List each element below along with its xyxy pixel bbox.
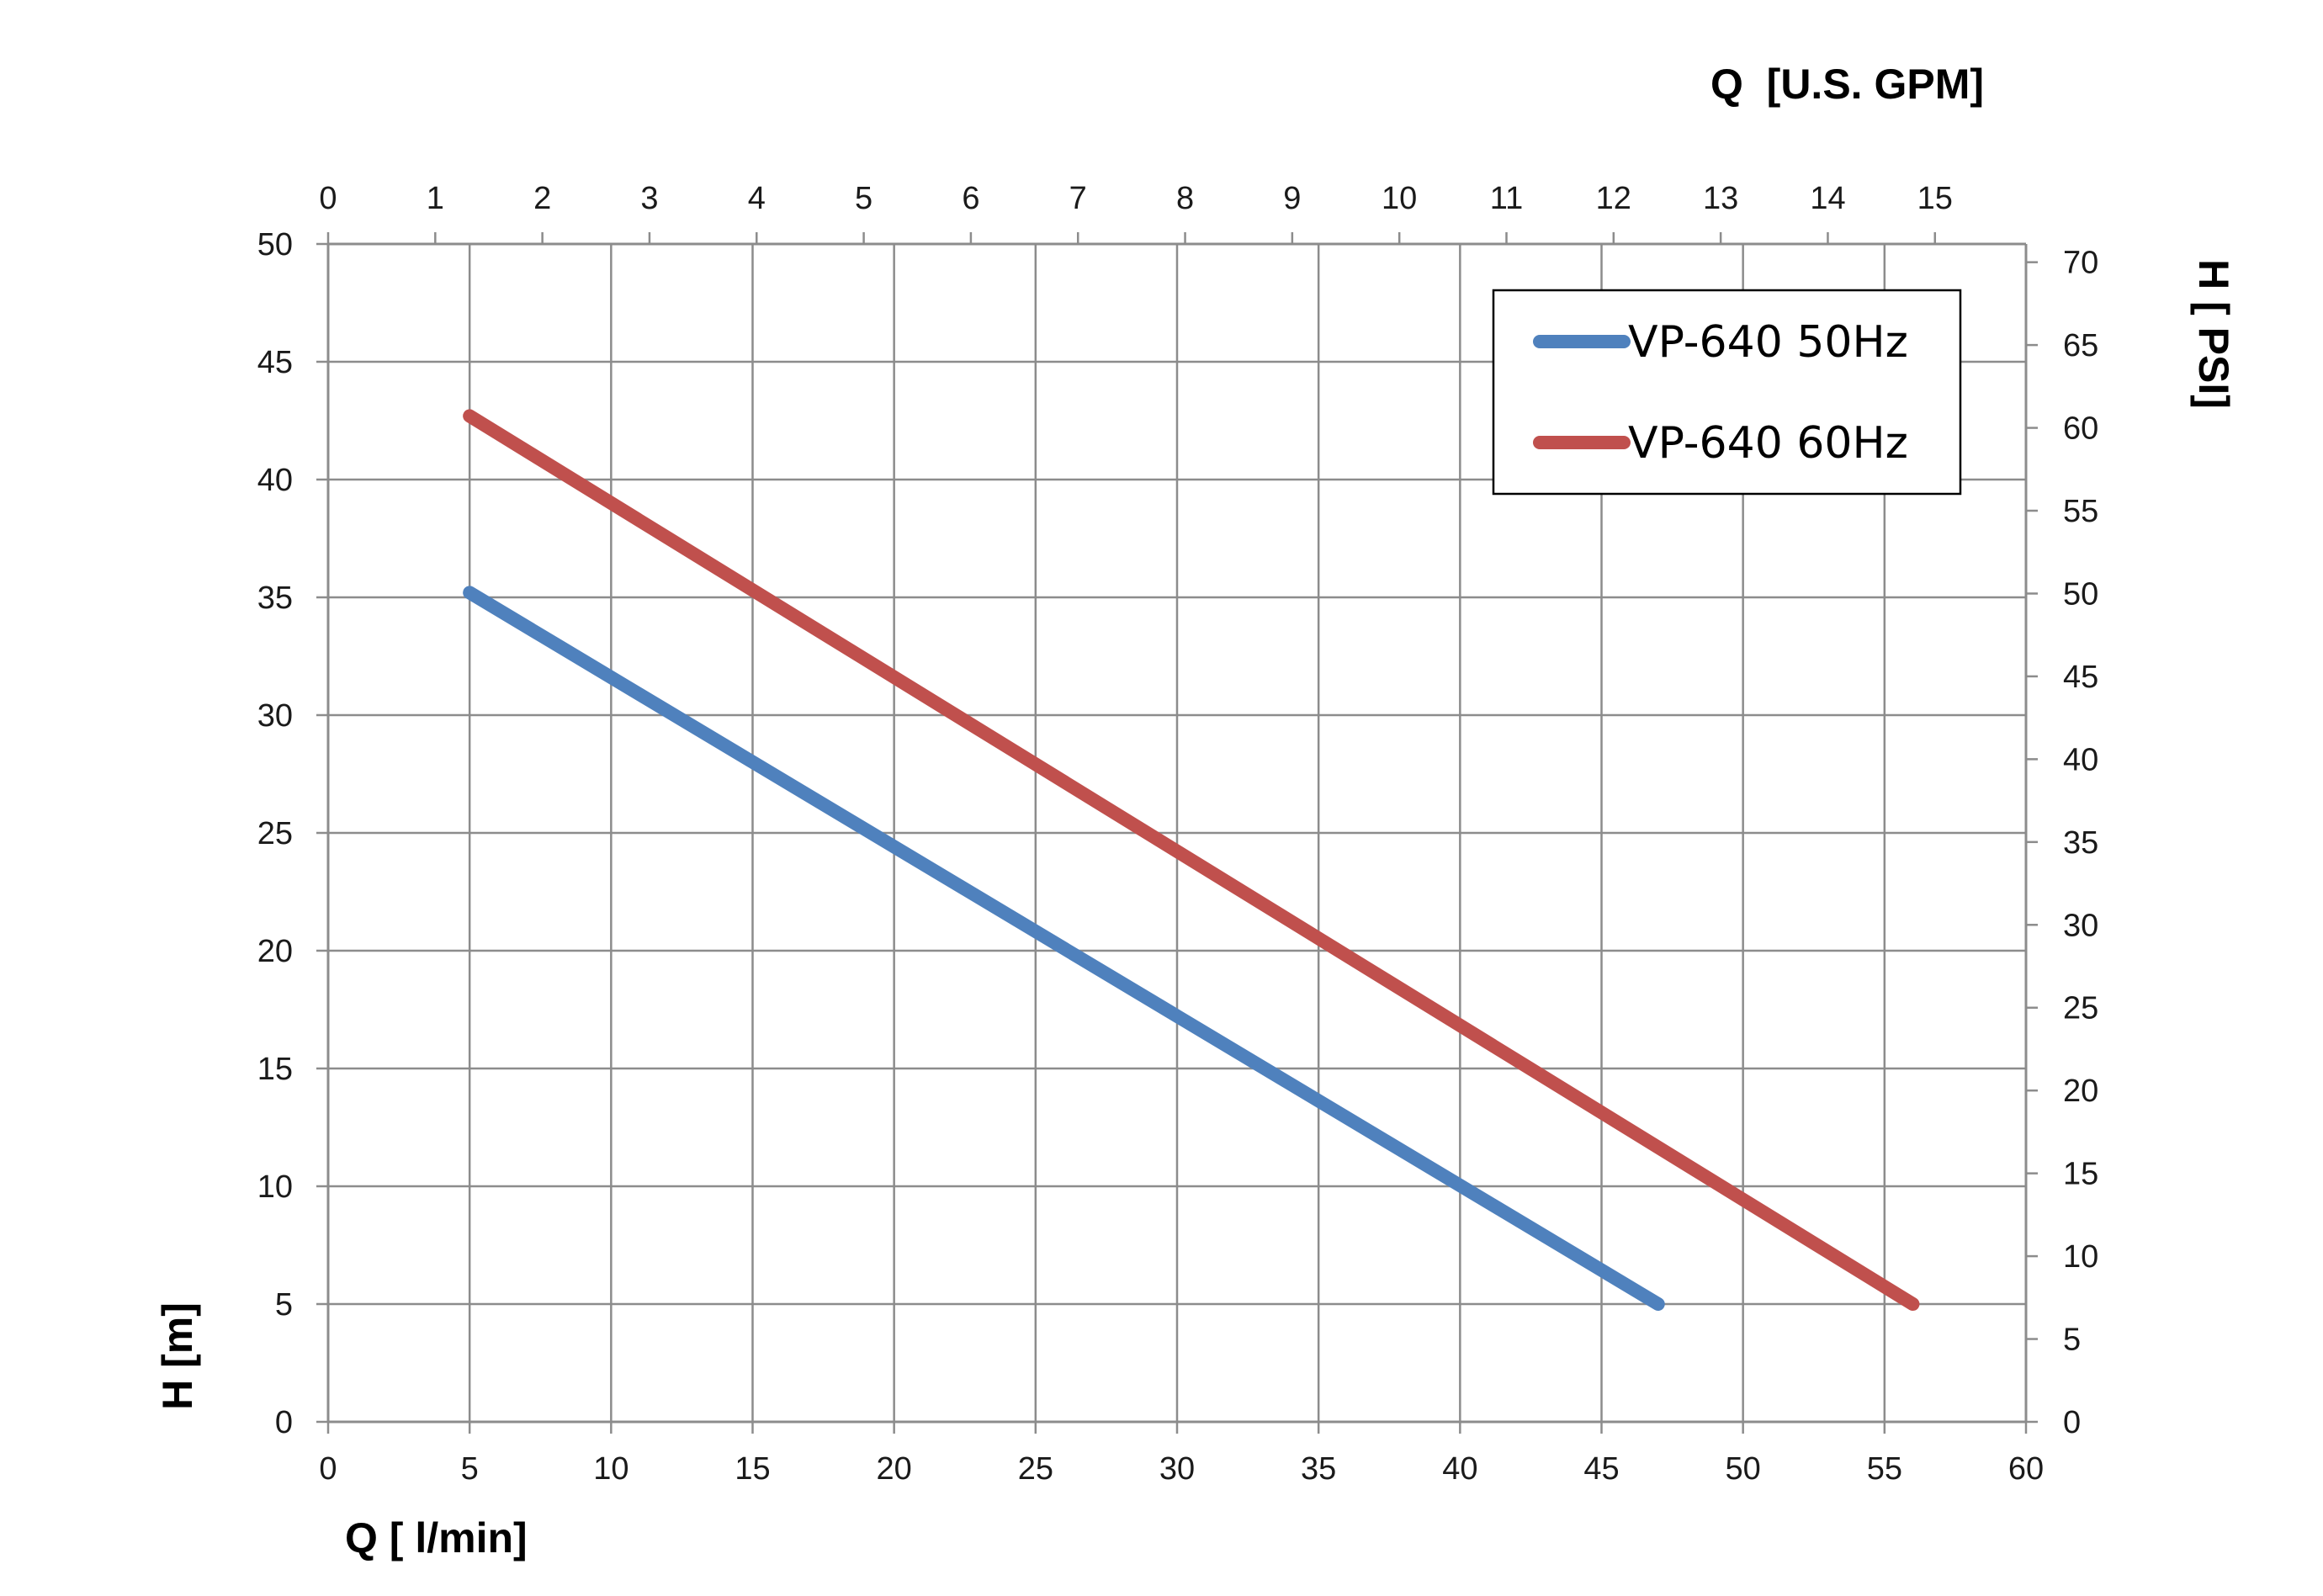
y-right-tick-label: 50 <box>2063 576 2098 612</box>
legend: VP-640 50Hz VP-640 60Hz <box>1492 289 1962 496</box>
y-right-tick-label: 70 <box>2063 246 2098 281</box>
y-right-tick-label: 0 <box>2063 1405 2081 1440</box>
y-right-tick-label: 5 <box>2063 1323 2081 1358</box>
y-left-tick-label: 25 <box>257 816 293 851</box>
x-top-tick-label: 10 <box>1382 181 1417 216</box>
y-left-tick-label: 45 <box>257 345 293 380</box>
y-left-tick-label: 35 <box>257 581 293 616</box>
legend-label-vp640-60hz: VP-640 60Hz <box>1628 418 1908 469</box>
y-right-tick-label: 35 <box>2063 825 2098 861</box>
y-right-tick-label: 25 <box>2063 991 2098 1026</box>
y-right-tick-label: 20 <box>2063 1074 2098 1109</box>
tick-labels: 0 5 10 15 20 25 30 35 40 45 50 55 600 1 2 3 4 5 6 7 8 9 10 11 12… <box>257 181 2099 1487</box>
x-top-tick-label: 13 <box>1703 181 1738 216</box>
x-top-tick-label: 11 <box>1490 181 1523 216</box>
y-right-tick-label: 65 <box>2063 328 2098 363</box>
series-lines <box>463 409 1920 1311</box>
x-bottom-tick-label: 50 <box>1726 1451 1761 1487</box>
x-top-tick-label: 6 <box>962 181 979 216</box>
y-right-axis-title: H [ PSI] <box>2190 259 2237 409</box>
x-top-tick-label: 4 <box>748 181 766 216</box>
series-line-vp-640-60hz <box>463 409 1920 1311</box>
x-top-tick-label: 2 <box>533 181 551 216</box>
y-left-tick-label: 40 <box>257 463 293 498</box>
x-bottom-tick-label: 15 <box>735 1451 770 1487</box>
y-right-tick-label: 45 <box>2063 660 2098 695</box>
y-left-tick-label: 10 <box>257 1169 293 1205</box>
x-top-tick-label: 1 <box>427 181 444 216</box>
y-left-tick-label: 5 <box>275 1287 293 1323</box>
x-bottom-tick-label: 60 <box>2008 1451 2044 1487</box>
y-left-tick-label: 50 <box>257 227 293 262</box>
x-top-tick-label: 8 <box>1176 181 1194 216</box>
x-top-tick-label: 15 <box>1917 181 1953 216</box>
y-left-tick-label: 30 <box>257 698 293 734</box>
x-bottom-tick-label: 55 <box>1867 1451 1902 1487</box>
y-right-tick-label: 40 <box>2063 742 2098 777</box>
x-top-tick-label: 5 <box>855 181 872 216</box>
x-bottom-axis-title: Q [ l/min] <box>345 1514 528 1562</box>
x-bottom-tick-label: 10 <box>593 1451 628 1487</box>
x-top-tick-label: 14 <box>1810 181 1845 216</box>
x-top-tick-label: 0 <box>319 181 337 216</box>
x-bottom-tick-label: 0 <box>319 1451 337 1487</box>
x-top-tick-label: 12 <box>1596 181 1631 216</box>
y-right-tick-label: 55 <box>2063 494 2098 529</box>
x-bottom-tick-label: 35 <box>1301 1451 1336 1487</box>
legend-label-vp640-50hz: VP-640 50Hz <box>1628 317 1908 368</box>
y-left-tick-label: 0 <box>275 1405 293 1440</box>
x-bottom-tick-label: 5 <box>461 1451 479 1487</box>
x-bottom-tick-label: 25 <box>1018 1451 1053 1487</box>
series-line-vp-640-50hz <box>463 586 1665 1311</box>
x-bottom-tick-label: 45 <box>1583 1451 1619 1487</box>
x-bottom-tick-label: 20 <box>877 1451 912 1487</box>
x-top-tick-label: 7 <box>1069 181 1087 216</box>
y-left-tick-label: 20 <box>257 934 293 969</box>
x-top-axis-title: Q [U.S. GPM] <box>1710 61 1984 108</box>
y-left-axis-title: H [m] <box>154 1302 201 1410</box>
x-top-tick-label: 9 <box>1283 181 1301 216</box>
legend-box <box>1492 289 1962 496</box>
y-right-tick-label: 60 <box>2063 411 2098 447</box>
x-bottom-tick-label: 30 <box>1159 1451 1195 1487</box>
y-right-tick-label: 30 <box>2063 908 2098 943</box>
y-left-tick-label: 15 <box>257 1052 293 1087</box>
y-right-tick-label: 15 <box>2063 1157 2098 1192</box>
x-bottom-tick-label: 40 <box>1442 1451 1477 1487</box>
x-top-tick-label: 3 <box>640 181 658 216</box>
y-right-tick-label: 10 <box>2063 1239 2098 1275</box>
